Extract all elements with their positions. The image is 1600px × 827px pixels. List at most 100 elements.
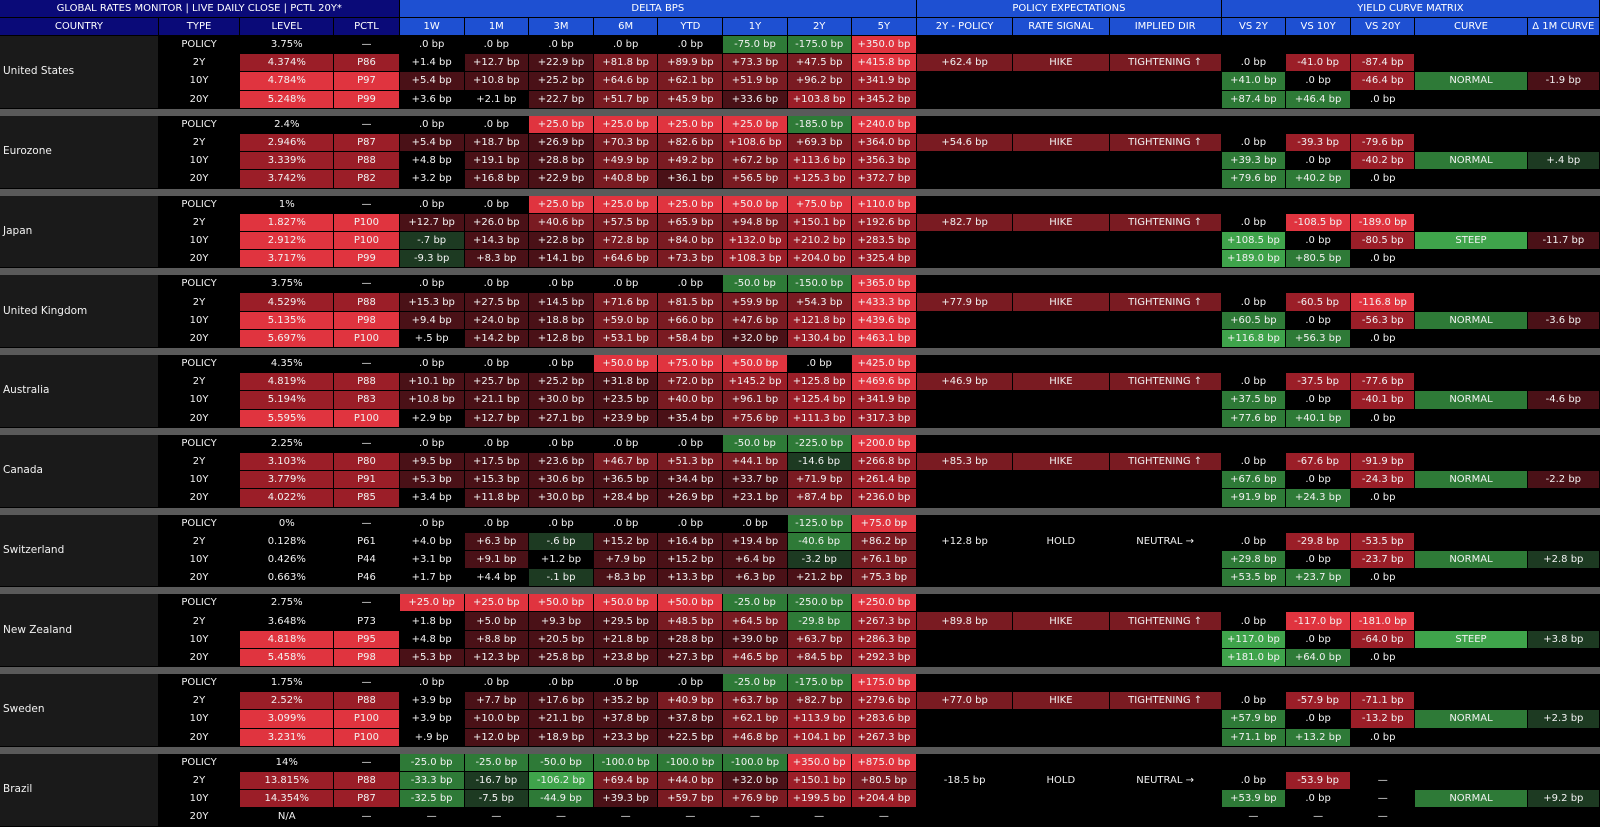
cell-implied-dir: TIGHTENING ↑: [1109, 213, 1222, 232]
cell-level: 2.75%: [239, 594, 335, 613]
cell-level: N/A: [239, 807, 335, 827]
cell-pctl: P87: [333, 133, 400, 153]
cell-delta-1m-curve: +9.2 bp: [1527, 789, 1600, 809]
cell-2y-minus-policy: [916, 390, 1014, 410]
cell-1y: .0 bp: [722, 514, 788, 533]
cell-5y: +425.0 bp: [851, 355, 918, 374]
cell-level: 2.25%: [239, 434, 335, 453]
cell-vs-2y: .0 bp: [1221, 532, 1287, 551]
cell-1y: +25.0 bp: [722, 115, 788, 134]
cell-vs-10y: .0 bp: [1285, 630, 1352, 649]
cell-5y: +356.3 bp: [851, 151, 918, 171]
cell-5y: +286.3 bp: [851, 630, 918, 649]
cell-vs-20y: —: [1350, 771, 1416, 791]
cell-rate-signal: [1012, 470, 1110, 490]
cell-curve: [1414, 807, 1528, 827]
column-header-row: COUNTRY TYPE LEVEL PCTL 1W 1M 3M 6M YTD 1Y 2Y 5Y 2Y …: [0, 17, 1600, 36]
cell-6m: +36.5 bp: [593, 470, 659, 490]
cell-vs-10y: -41.0 bp: [1285, 53, 1352, 73]
rate-type: 10Y: [158, 71, 241, 91]
cell-level: 2.4%: [239, 115, 335, 134]
rate-type: 2Y: [158, 213, 241, 232]
cell-2y: +113.6 bp: [787, 151, 852, 171]
cell-1y: +59.9 bp: [722, 292, 788, 312]
cell-pctl: P87: [333, 789, 400, 809]
cell-3m: +21.1 bp: [528, 709, 595, 729]
cell-3m: .0 bp: [528, 275, 595, 294]
rate-type: POLICY: [158, 275, 241, 294]
cell-implied-dir: TIGHTENING ↑: [1109, 292, 1222, 312]
separator-bar: [0, 188, 1600, 196]
rate-type: 20Y: [158, 329, 241, 349]
cell-implied-dir: [1109, 311, 1222, 330]
rate-type: POLICY: [158, 35, 241, 55]
cell-curve: [1414, 355, 1528, 374]
cell-ytd: -100.0 bp: [657, 753, 724, 772]
country-name: Australia: [0, 355, 159, 428]
cell-implied-dir: [1109, 789, 1222, 809]
column-header-country: COUNTRY: [0, 17, 159, 36]
cell-2y: +103.8 bp: [787, 90, 852, 109]
cell-vs-2y: +37.5 bp: [1221, 390, 1287, 410]
cell-rate-signal: [1012, 390, 1110, 410]
cell-ytd: +62.1 bp: [657, 71, 724, 91]
country-separator: [0, 666, 1600, 674]
cell-6m: +50.0 bp: [593, 355, 659, 374]
cell-delta-1m-curve: [1527, 771, 1600, 791]
table-row: 10Y 5.194% P83 +10.8 bp +21.1 bp +30.0 bp +23.…: [0, 390, 1600, 410]
cell-1w: +3.9 bp: [399, 709, 465, 729]
cell-2y: +87.4 bp: [787, 488, 852, 508]
rate-type: 2Y: [158, 372, 241, 392]
table-row: 2Y 2.946% P87 +5.4 bp +18.7 bp +26.9 bp +70.3 …: [0, 133, 1600, 153]
table-row: 10Y 0.426% P44 +3.1 bp +9.1 bp +1.2 bp +7.9 bp…: [0, 550, 1600, 570]
cell-rate-signal: [1012, 151, 1110, 171]
cell-rate-signal: [1012, 329, 1110, 349]
cell-delta-1m-curve: [1527, 674, 1600, 693]
cell-3m: +17.6 bp: [528, 691, 595, 711]
rate-type: POLICY: [158, 514, 241, 533]
cell-rate-signal: HIKE: [1012, 372, 1110, 392]
cell-rate-signal: [1012, 568, 1110, 588]
cell-2y-minus-policy: [916, 753, 1014, 772]
cell-delta-1m-curve: +2.8 bp: [1527, 550, 1600, 570]
cell-ytd: +25.0 bp: [657, 195, 724, 214]
country-separator: [0, 586, 1600, 595]
rate-type: 2Y: [158, 53, 241, 73]
cell-implied-dir: [1109, 728, 1222, 747]
table-row: 10Y 3.339% P88 +4.8 bp +19.1 bp +28.8 bp +49.9…: [0, 151, 1600, 171]
cell-1m: +12.7 bp: [464, 409, 529, 428]
table-row: 20Y 0.663% P46 +1.7 bp +4.4 bp -.1 bp +8.3 bp +…: [0, 568, 1600, 588]
cell-implied-dir: TIGHTENING ↑: [1109, 133, 1222, 153]
column-header-pctl: PCTL: [333, 17, 400, 36]
cell-implied-dir: [1109, 35, 1222, 55]
cell-5y: +76.1 bp: [851, 550, 918, 570]
cell-pctl: —: [333, 807, 400, 827]
cell-ytd: +37.8 bp: [657, 709, 724, 729]
cell-2y-minus-policy: [916, 728, 1014, 747]
separator-bar: [0, 427, 1600, 435]
cell-vs-10y: [1285, 594, 1352, 613]
cell-5y: +345.2 bp: [851, 90, 918, 109]
country-name: Switzerland: [0, 514, 159, 588]
cell-1w: +3.6 bp: [399, 90, 465, 109]
cell-1m: -25.0 bp: [464, 753, 529, 772]
cell-2y: +111.3 bp: [787, 409, 852, 428]
cell-5y: +267.3 bp: [851, 611, 918, 631]
cell-implied-dir: [1109, 674, 1222, 693]
cell-5y: +364.0 bp: [851, 133, 918, 153]
column-header-rate-signal: RATE SIGNAL: [1012, 17, 1110, 36]
cell-vs-2y: .0 bp: [1221, 213, 1287, 232]
cell-vs-20y: [1350, 753, 1416, 772]
cell-3m: +22.9 bp: [528, 169, 595, 189]
cell-vs-2y: [1221, 594, 1287, 613]
cell-curve: NORMAL: [1414, 311, 1528, 330]
cell-2y: -225.0 bp: [787, 434, 852, 453]
cell-pctl: —: [333, 115, 400, 134]
table-row: United States POLICY 3.75% — .0 bp .0 bp .0 bp…: [0, 35, 1600, 109]
cell-3m: +9.3 bp: [528, 611, 595, 631]
cell-rate-signal: [1012, 311, 1110, 330]
cell-1m: -16.7 bp: [464, 771, 529, 791]
rate-type: 10Y: [158, 709, 241, 729]
cell-6m: +39.3 bp: [593, 789, 659, 809]
cell-2y: +69.3 bp: [787, 133, 852, 153]
